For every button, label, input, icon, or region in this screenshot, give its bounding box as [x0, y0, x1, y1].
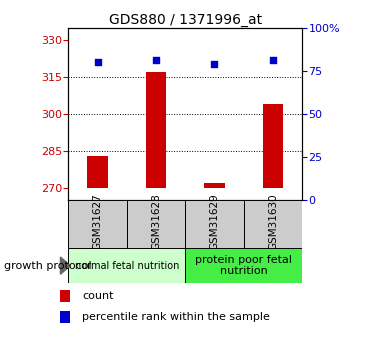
- Text: normal fetal nutrition: normal fetal nutrition: [74, 261, 179, 270]
- Text: percentile rank within the sample: percentile rank within the sample: [82, 312, 270, 322]
- Text: GSM31628: GSM31628: [151, 194, 161, 250]
- Bar: [60, 290, 70, 302]
- Bar: [185, 200, 244, 248]
- Text: growth protocol: growth protocol: [4, 261, 92, 270]
- Bar: [60, 311, 70, 323]
- Bar: [244, 200, 302, 248]
- Point: [270, 58, 276, 63]
- Text: GSM31630: GSM31630: [268, 194, 278, 250]
- Text: GSM31627: GSM31627: [92, 194, 103, 250]
- Point: [153, 58, 159, 63]
- Text: GSM31629: GSM31629: [209, 194, 220, 250]
- Bar: [127, 200, 185, 248]
- Bar: [146, 72, 166, 188]
- Bar: [68, 248, 185, 283]
- Text: protein poor fetal
nutrition: protein poor fetal nutrition: [195, 255, 292, 276]
- Bar: [68, 200, 127, 248]
- Point: [94, 59, 101, 65]
- Bar: [204, 183, 225, 188]
- Bar: [87, 156, 108, 188]
- Bar: [185, 248, 302, 283]
- Title: GDS880 / 1371996_at: GDS880 / 1371996_at: [109, 12, 262, 27]
- Point: [211, 61, 218, 67]
- Text: count: count: [82, 291, 114, 301]
- Polygon shape: [60, 257, 70, 274]
- Bar: [263, 104, 283, 188]
